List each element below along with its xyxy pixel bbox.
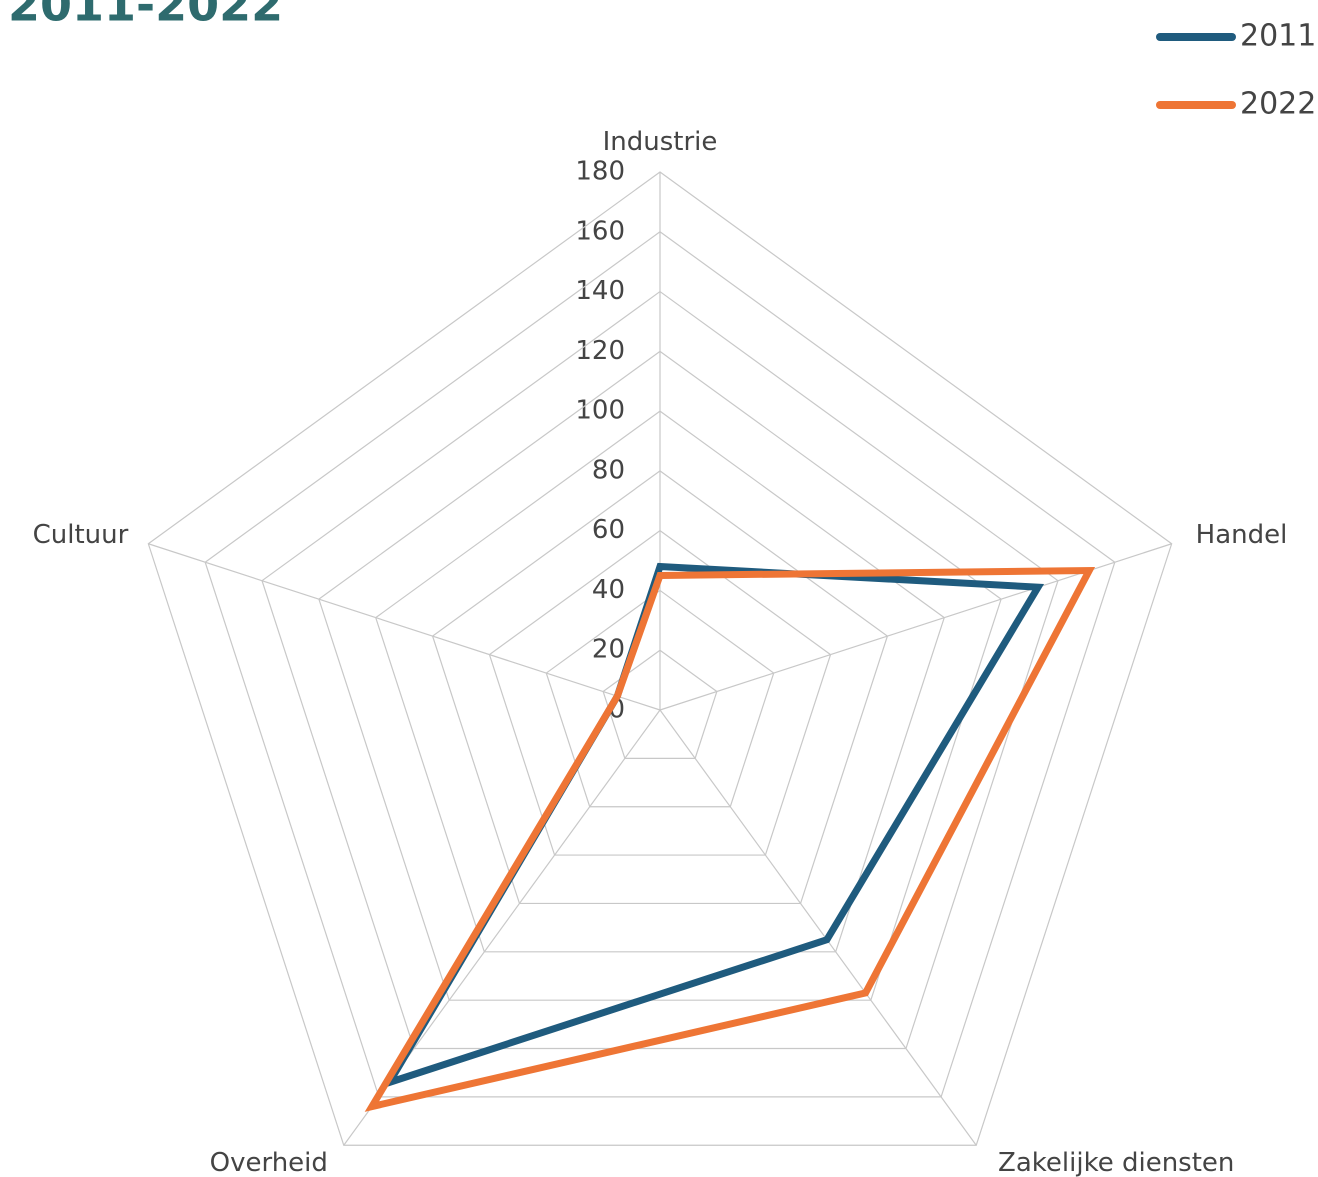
spoke xyxy=(148,543,661,711)
grid-ring xyxy=(318,350,1002,1001)
category-label: Industrie xyxy=(603,127,718,157)
grid-ring xyxy=(545,589,775,808)
spoke xyxy=(659,709,977,1146)
r-tick-label: 20 xyxy=(592,635,625,665)
r-tick-label: 80 xyxy=(592,455,625,485)
category-label: Cultuur xyxy=(33,520,129,550)
series-line xyxy=(381,562,1045,1089)
legend-label: 2011 xyxy=(1240,19,1316,54)
grid-ring xyxy=(602,649,718,759)
grid-ring xyxy=(261,290,1059,1050)
r-tick-label: 140 xyxy=(575,276,625,306)
r-tick-label: 160 xyxy=(575,216,625,246)
grid-ring xyxy=(147,171,1173,1146)
chart-title: 2011-2022 xyxy=(8,0,283,32)
category-label: Overheid xyxy=(210,1148,328,1177)
category-label: Handel xyxy=(1196,520,1288,550)
r-tick-label: 40 xyxy=(592,575,625,605)
legend-label: 2022 xyxy=(1240,87,1316,122)
grid-ring xyxy=(488,529,832,856)
grid-ring xyxy=(375,410,945,953)
grid-ring xyxy=(204,231,1116,1098)
series-line xyxy=(364,566,1096,1112)
r-tick-label: 120 xyxy=(575,336,625,366)
grid-ring xyxy=(431,470,889,905)
r-tick-label: 100 xyxy=(575,396,625,426)
r-tick-label: 60 xyxy=(592,515,625,545)
category-label: Zakelijke diensten xyxy=(998,1148,1234,1177)
r-tick-label: 180 xyxy=(575,157,625,187)
